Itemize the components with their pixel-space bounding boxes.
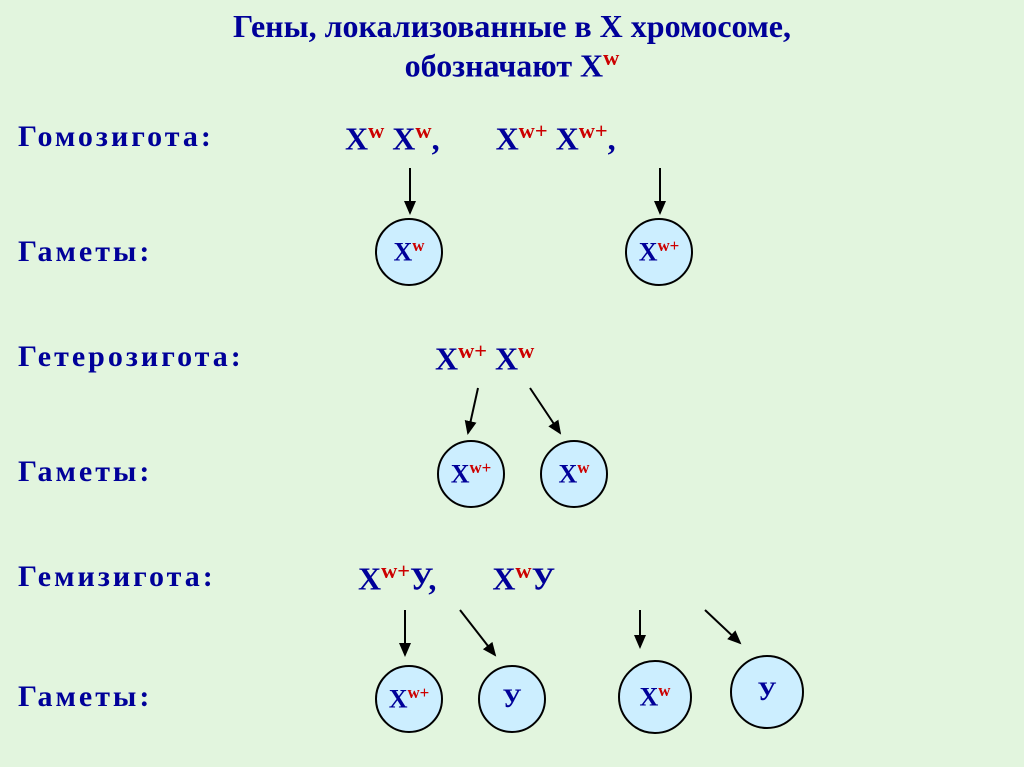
- gamete-circle: Xw: [618, 660, 692, 734]
- label-heterozygote: Гетерозигота:: [18, 340, 244, 374]
- label-homozygote: Гомозигота:: [18, 120, 214, 154]
- title: Гены, локализованные в X хромосоме,обозн…: [0, 8, 1024, 85]
- gamete-circle: Xw+: [625, 218, 693, 286]
- label-gametes-2: Гаметы:: [18, 455, 152, 489]
- gamete-circle: Xw: [375, 218, 443, 286]
- gamete-circle: У: [730, 655, 804, 729]
- gamete-circle: Xw: [540, 440, 608, 508]
- geno-homozygote: Xw Xw, Xw+ Xw+,: [345, 118, 616, 158]
- gamete-circle: Xw+: [375, 665, 443, 733]
- label-hemizygote: Гемизигота:: [18, 560, 216, 594]
- label-gametes-1: Гаметы:: [18, 235, 152, 269]
- arrows-layer: [0, 0, 1024, 767]
- geno-heterozygote: Xw+ Xw: [435, 338, 534, 378]
- label-gametes-3: Гаметы:: [18, 680, 152, 714]
- geno-hemizygote: Xw+У, XwУ: [358, 558, 555, 598]
- gamete-circle: Xw+: [437, 440, 505, 508]
- gamete-circle: У: [478, 665, 546, 733]
